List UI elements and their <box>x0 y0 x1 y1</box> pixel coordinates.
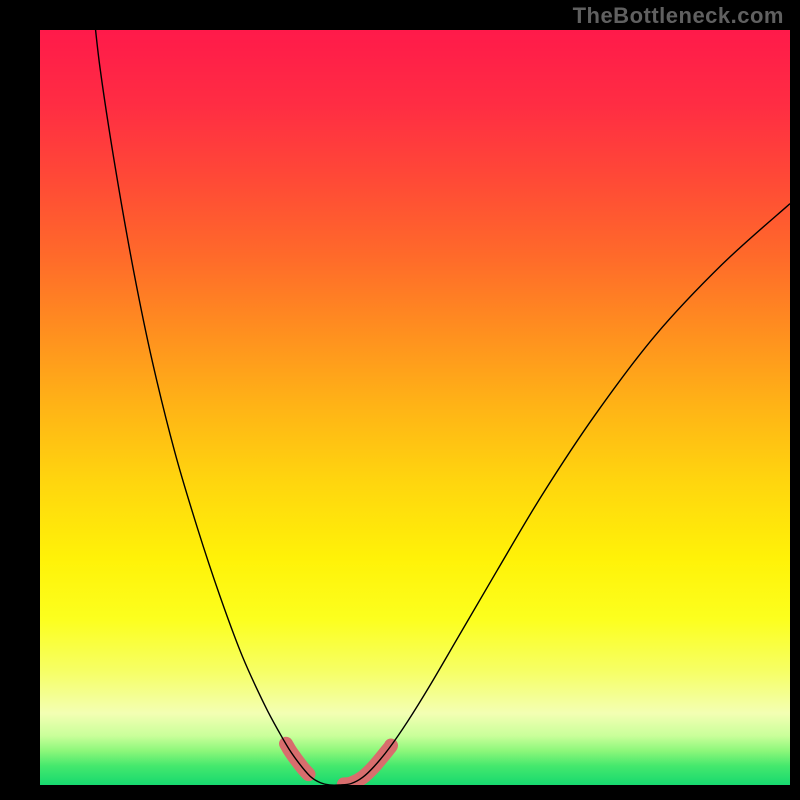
plot-area <box>40 30 790 785</box>
watermark-text: TheBottleneck.com <box>573 3 784 29</box>
gradient-background <box>40 30 790 785</box>
chart-canvas <box>40 30 790 785</box>
